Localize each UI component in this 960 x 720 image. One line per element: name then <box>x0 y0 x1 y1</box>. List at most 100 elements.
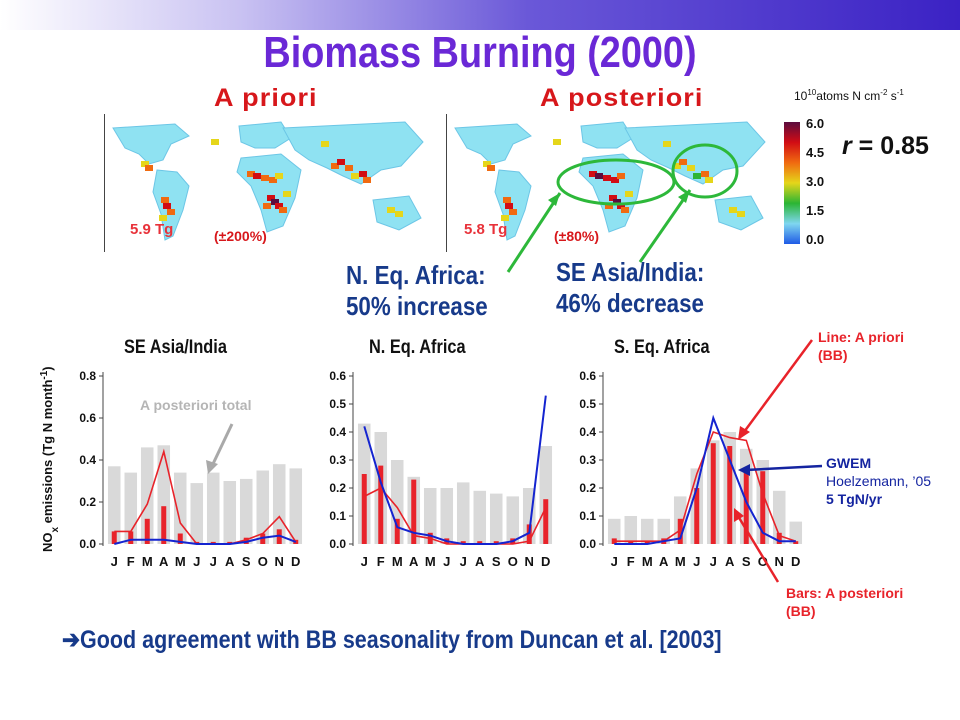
aposteriori-total: 5.8 Tg <box>464 221 508 238</box>
total-bar <box>256 470 270 544</box>
x-tick-label: J <box>443 554 450 569</box>
x-tick-label: A <box>159 554 169 569</box>
aposteriori-bar <box>394 518 400 544</box>
x-tick-label: F <box>127 554 135 569</box>
emission-cell <box>663 141 671 147</box>
apriori-line <box>363 486 547 545</box>
panel-title: S. Eq. Africa <box>614 337 710 358</box>
total-bar <box>107 466 121 544</box>
emission-cell <box>501 215 509 221</box>
emission-cell <box>345 165 353 171</box>
aposteriori-bar <box>161 506 167 544</box>
aposteriori-uncertainty: (±80%) <box>554 228 600 244</box>
aposteriori-bar <box>128 531 134 544</box>
gwem-line <box>114 534 297 545</box>
x-tick-label: S <box>242 554 251 569</box>
aposteriori-bar <box>526 524 532 544</box>
emission-cell <box>729 207 737 213</box>
total-bar <box>440 488 454 544</box>
y-tick-label: 0.4 <box>329 425 346 439</box>
emission-cell <box>617 203 625 209</box>
aposteriori-bar <box>727 446 733 544</box>
emission-cell <box>321 141 329 147</box>
aposteriori-bar <box>177 533 183 544</box>
total-bar <box>289 468 303 544</box>
x-tick-label: O <box>508 554 518 569</box>
aposteriori-bar <box>210 541 216 544</box>
svg-text:NOx emissions (Tg N month-1): NOx emissions (Tg N month-1) <box>39 366 61 552</box>
emission-cell <box>605 203 613 209</box>
x-tick-label: N <box>775 554 784 569</box>
y-tick-label: 0.8 <box>79 369 96 383</box>
y-axis-label: NOx emissions (Tg N month-1) <box>39 366 61 552</box>
legend-aposteriori-bars: Bars: A posteriori (BB) <box>786 585 904 619</box>
x-tick-label: S <box>492 554 501 569</box>
colorbar-tick: 0.0 <box>806 232 825 247</box>
y-tick-label: 0.0 <box>579 537 596 551</box>
legend-gwem: GWEM Hoelzemann, ’05 5 TgN/yr <box>826 455 932 507</box>
total-bar <box>423 488 437 544</box>
emission-cell <box>141 161 149 167</box>
aposteriori-bar <box>378 465 384 544</box>
x-tick-label: J <box>693 554 700 569</box>
aposteriori-bar <box>628 541 634 544</box>
aposteriori-bar <box>493 541 499 544</box>
x-tick-label: J <box>193 554 200 569</box>
x-tick-label: A <box>725 554 735 569</box>
emission-cell <box>487 165 495 171</box>
y-tick-label: 0.5 <box>329 397 346 411</box>
total-bar <box>624 516 638 544</box>
colorbar-tick: 4.5 <box>806 145 825 160</box>
total-bar <box>390 460 404 544</box>
total-bar <box>157 445 171 544</box>
emission-cell <box>267 195 275 201</box>
total-bar <box>640 518 654 544</box>
y-tick-label: 0.2 <box>579 481 596 495</box>
x-tick-label: D <box>291 554 300 569</box>
aposteriori-bar <box>361 474 367 544</box>
panel-title: N. Eq. Africa <box>369 337 466 358</box>
y-tick-label: 0.2 <box>329 481 346 495</box>
total-bar <box>140 447 154 544</box>
emission-cell <box>271 199 279 205</box>
chart-panel: 0.00.10.20.30.40.50.6J F M A M J J A S O N D <box>329 369 553 569</box>
panel-title: SE Asia/India <box>124 337 227 358</box>
total-bar <box>506 496 520 544</box>
y-tick-label: 0.5 <box>579 397 596 411</box>
x-tick-label: M <box>142 554 153 569</box>
apriori-total: 5.9 Tg <box>130 221 174 238</box>
total-bar <box>657 518 671 544</box>
map-emission-hotspots <box>141 139 403 221</box>
y-tick-label: 0.0 <box>329 537 346 551</box>
legend-apriori-line: Line: A priori (BB) <box>818 329 905 363</box>
annotation-africa: N. Eq. Africa: 50% increase <box>346 260 488 321</box>
emission-cell <box>269 177 277 183</box>
aposteriori-bar <box>644 541 650 544</box>
emission-cell <box>261 175 269 181</box>
colorbar <box>784 122 800 244</box>
aposteriori-bar <box>477 541 483 544</box>
colorbar-tick: 3.0 <box>806 174 825 189</box>
aposteriori-bar <box>260 533 266 544</box>
total-bar <box>539 446 553 544</box>
x-tick-label: M <box>392 554 403 569</box>
total-bar <box>473 490 487 544</box>
x-tick-label: M <box>175 554 186 569</box>
x-tick-label: J <box>611 554 618 569</box>
x-tick-label: N <box>275 554 284 569</box>
emission-cell <box>275 203 283 209</box>
x-tick-label: N <box>525 554 534 569</box>
emission-cell <box>621 207 629 213</box>
total-bar <box>607 518 621 544</box>
chart-panel: 0.00.10.20.30.40.50.6J F M A M J J A S O N D <box>579 369 803 569</box>
apriori-emission-map <box>104 114 439 252</box>
y-tick-label: 0.6 <box>329 369 346 383</box>
aposteriori-bar <box>411 479 417 544</box>
emission-cell <box>263 203 271 209</box>
aposteriori-bar <box>243 537 249 544</box>
emission-cell <box>211 139 219 145</box>
aposteriori-bar <box>776 532 782 544</box>
y-tick-label: 0.6 <box>79 411 96 425</box>
x-tick-label: J <box>710 554 717 569</box>
emission-cell <box>247 171 255 177</box>
